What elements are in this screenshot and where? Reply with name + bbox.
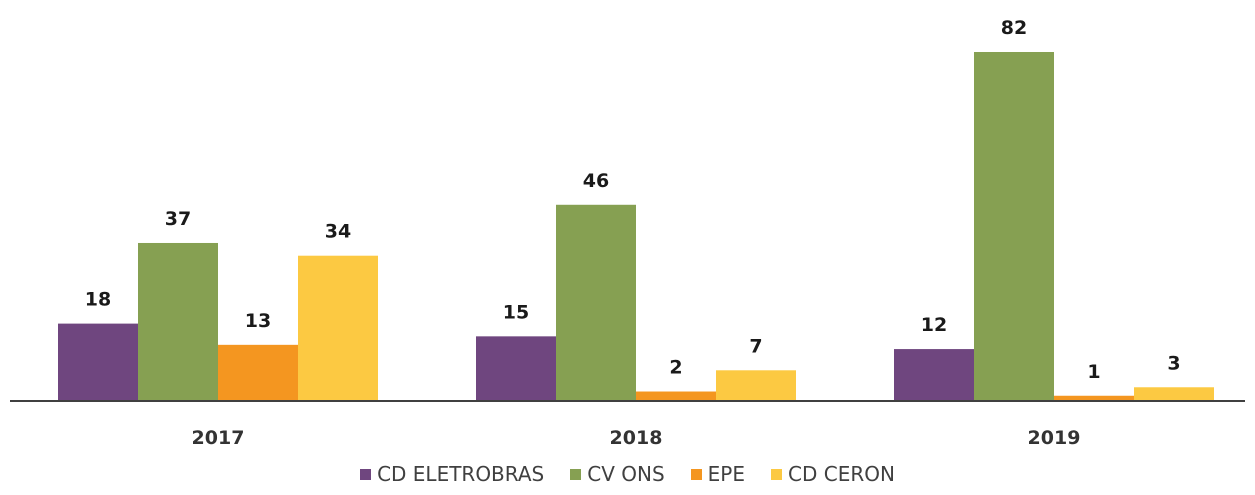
category-labels-group: 2017 2018 2019 [192,427,1081,449]
bar-epe-2018 [636,391,716,400]
value-label-cv-ons-2017: 37 [165,208,191,230]
bar-cv-ons-2018 [556,204,636,400]
value-label-epe-2018: 2 [669,357,682,379]
legend-label: EPE [707,462,745,486]
bar-cd-eletrobras-2019 [894,349,974,400]
legend-item-cd-ceron: CD CERON [771,462,895,486]
value-label-cd-ceron-2018: 7 [749,335,762,357]
legend-item-cv-ons: CV ONS [570,462,665,486]
value-label-cd-ceron-2019: 3 [1167,352,1180,374]
bar-epe-2019 [1054,395,1134,400]
bar-cv-ons-2019 [974,52,1054,400]
value-label-cd-ceron-2017: 34 [325,221,351,243]
value-label-epe-2019: 1 [1087,361,1100,383]
bar-cd-eletrobras-2017 [58,323,138,400]
value-label-epe-2017: 13 [245,310,271,332]
legend-label: CV ONS [587,462,665,486]
value-label-cv-ons-2019: 82 [1001,17,1027,39]
legend-label: CD ELETROBRAS [377,462,545,486]
value-label-cd-eletrobras-2018: 15 [503,301,529,323]
bar-cd-ceron-2019 [1134,387,1214,400]
category-label-2019: 2019 [1028,427,1081,449]
bars-group [58,52,1214,400]
value-label-cv-ons-2018: 46 [583,170,609,192]
bar-cd-ceron-2018 [716,370,796,400]
value-label-cd-eletrobras-2019: 12 [921,314,947,336]
bar-cd-ceron-2017 [298,255,378,400]
category-label-2017: 2017 [192,427,245,449]
bar-epe-2017 [218,344,298,400]
legend-item-cd-eletrobras: CD ELETROBRAS [360,462,544,486]
legend-swatch [360,468,372,480]
value-label-cd-eletrobras-2017: 18 [85,289,111,311]
bar-cv-ons-2017 [138,242,218,400]
legend: CD ELETROBRAS CV ONS EPE CD CERON [0,462,1255,486]
legend-swatch [570,468,582,480]
legend-item-epe: EPE [690,462,745,486]
legend-label: CD CERON [788,462,895,486]
bar-cd-eletrobras-2018 [476,336,556,400]
legend-swatch [690,468,702,480]
legend-swatch [771,468,782,480]
category-label-2018: 2018 [610,427,663,449]
